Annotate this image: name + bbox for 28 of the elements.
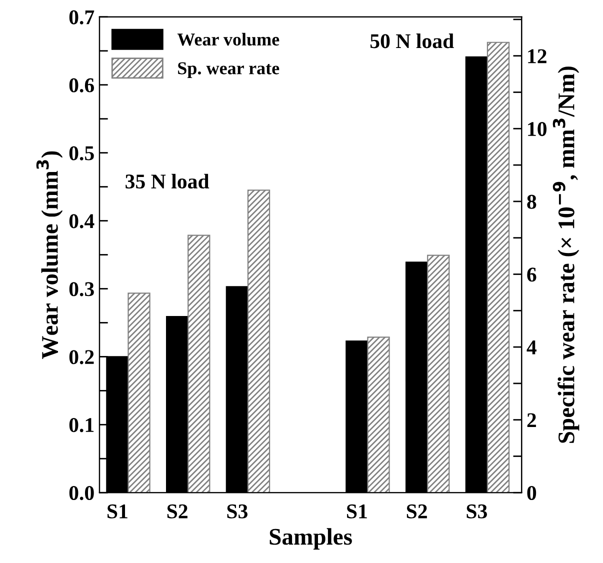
x-tick-label: S1 — [347, 504, 367, 518]
y-tick-label: 0.0 — [69, 486, 94, 500]
y-tick-label: 0.5 — [69, 146, 94, 160]
legend-label: Sp. wear rate — [178, 62, 280, 78]
annotation: 35 N load — [126, 174, 210, 189]
y-tick-label: 0.1 — [69, 418, 94, 432]
x-tick-label: S1 — [108, 504, 128, 518]
y2-tick-label: 8 — [527, 194, 536, 209]
y2-tick-label: 2 — [527, 413, 536, 428]
x-tick-label: S2 — [406, 504, 427, 518]
y-tick-label: 0.2 — [69, 350, 94, 364]
y-axis-title: Wear volume (mm$^{3}$) — [36, 151, 63, 360]
y-tick-label: 0.4 — [69, 214, 94, 228]
y-tick-label: 0.3 — [69, 282, 94, 296]
y-tick-label: 0.6 — [69, 78, 94, 92]
x-axis-title: Samples — [270, 528, 352, 550]
annotation: 50 N load — [370, 34, 454, 48]
x-tick-label: S3 — [466, 504, 487, 518]
y2-tick-label: 10 — [528, 122, 546, 136]
legend-label: Wear volume — [177, 32, 280, 46]
y2-tick-label: 4 — [526, 340, 536, 354]
x-tick-label: S2 — [167, 504, 188, 518]
y-tick-label: 0.7 — [69, 10, 94, 24]
x-tick-label: S3 — [227, 504, 248, 518]
y2-axis-title: Specific wear rate (× 10$^{−9}$, mm$^{3}$/Nm) — [552, 66, 580, 443]
y2-tick-label: 12 — [528, 49, 546, 64]
y2-tick-label: 0 — [527, 486, 536, 500]
y2-tick-label: 6 — [527, 268, 536, 282]
